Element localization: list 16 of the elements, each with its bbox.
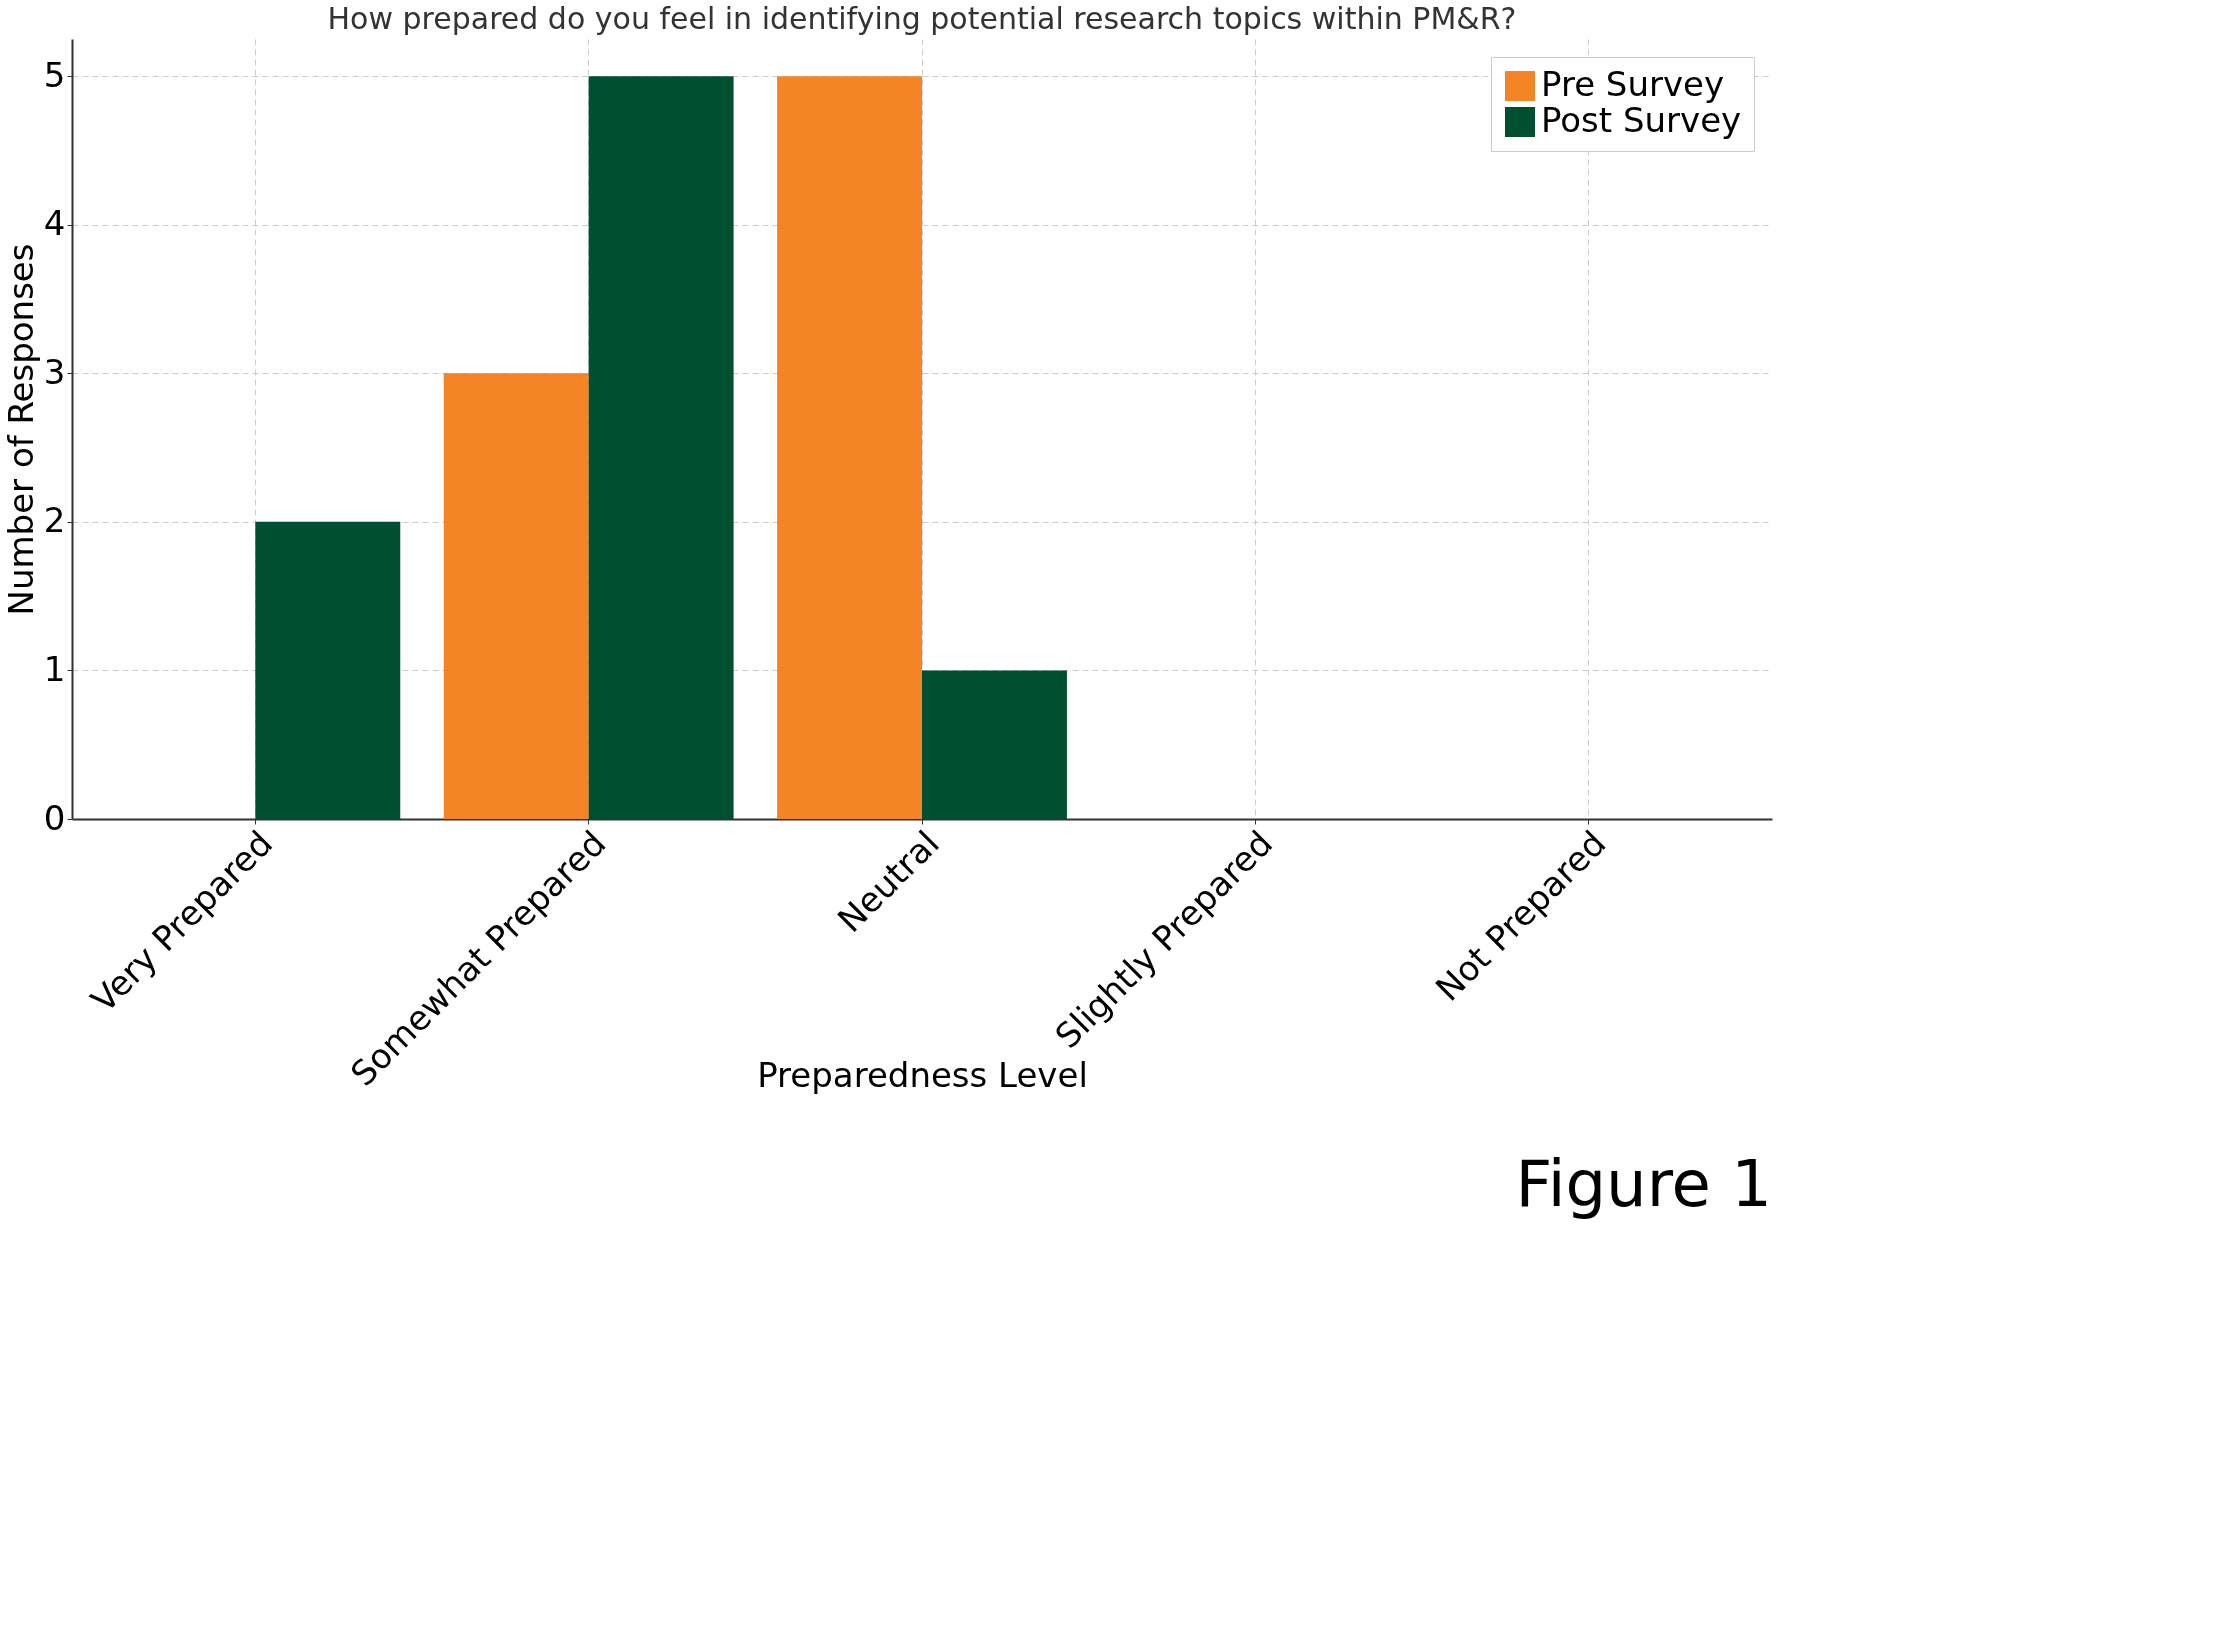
y-tick-label: 2 [43, 500, 66, 541]
x-axis-title: Preparedness Level [757, 1054, 1088, 1095]
y-tick-label: 1 [43, 648, 66, 689]
bar [922, 670, 1067, 819]
y-axis-title: Number of Responses [0, 243, 41, 616]
bar [588, 76, 734, 819]
caption: Figure 1 [1515, 1147, 1772, 1221]
y-tick-label: 0 [43, 797, 66, 838]
y-tick-label: 5 [43, 54, 66, 95]
bar [255, 521, 401, 819]
bar [777, 76, 922, 819]
y-tick-label: 3 [43, 351, 66, 392]
y-tick-label: 4 [43, 203, 66, 244]
bar [443, 373, 589, 819]
chart-title: How prepared do you feel in identifying potential research topics within PM&R? [327, 1, 1517, 36]
legend-label: Pre Survey [1541, 64, 1725, 104]
